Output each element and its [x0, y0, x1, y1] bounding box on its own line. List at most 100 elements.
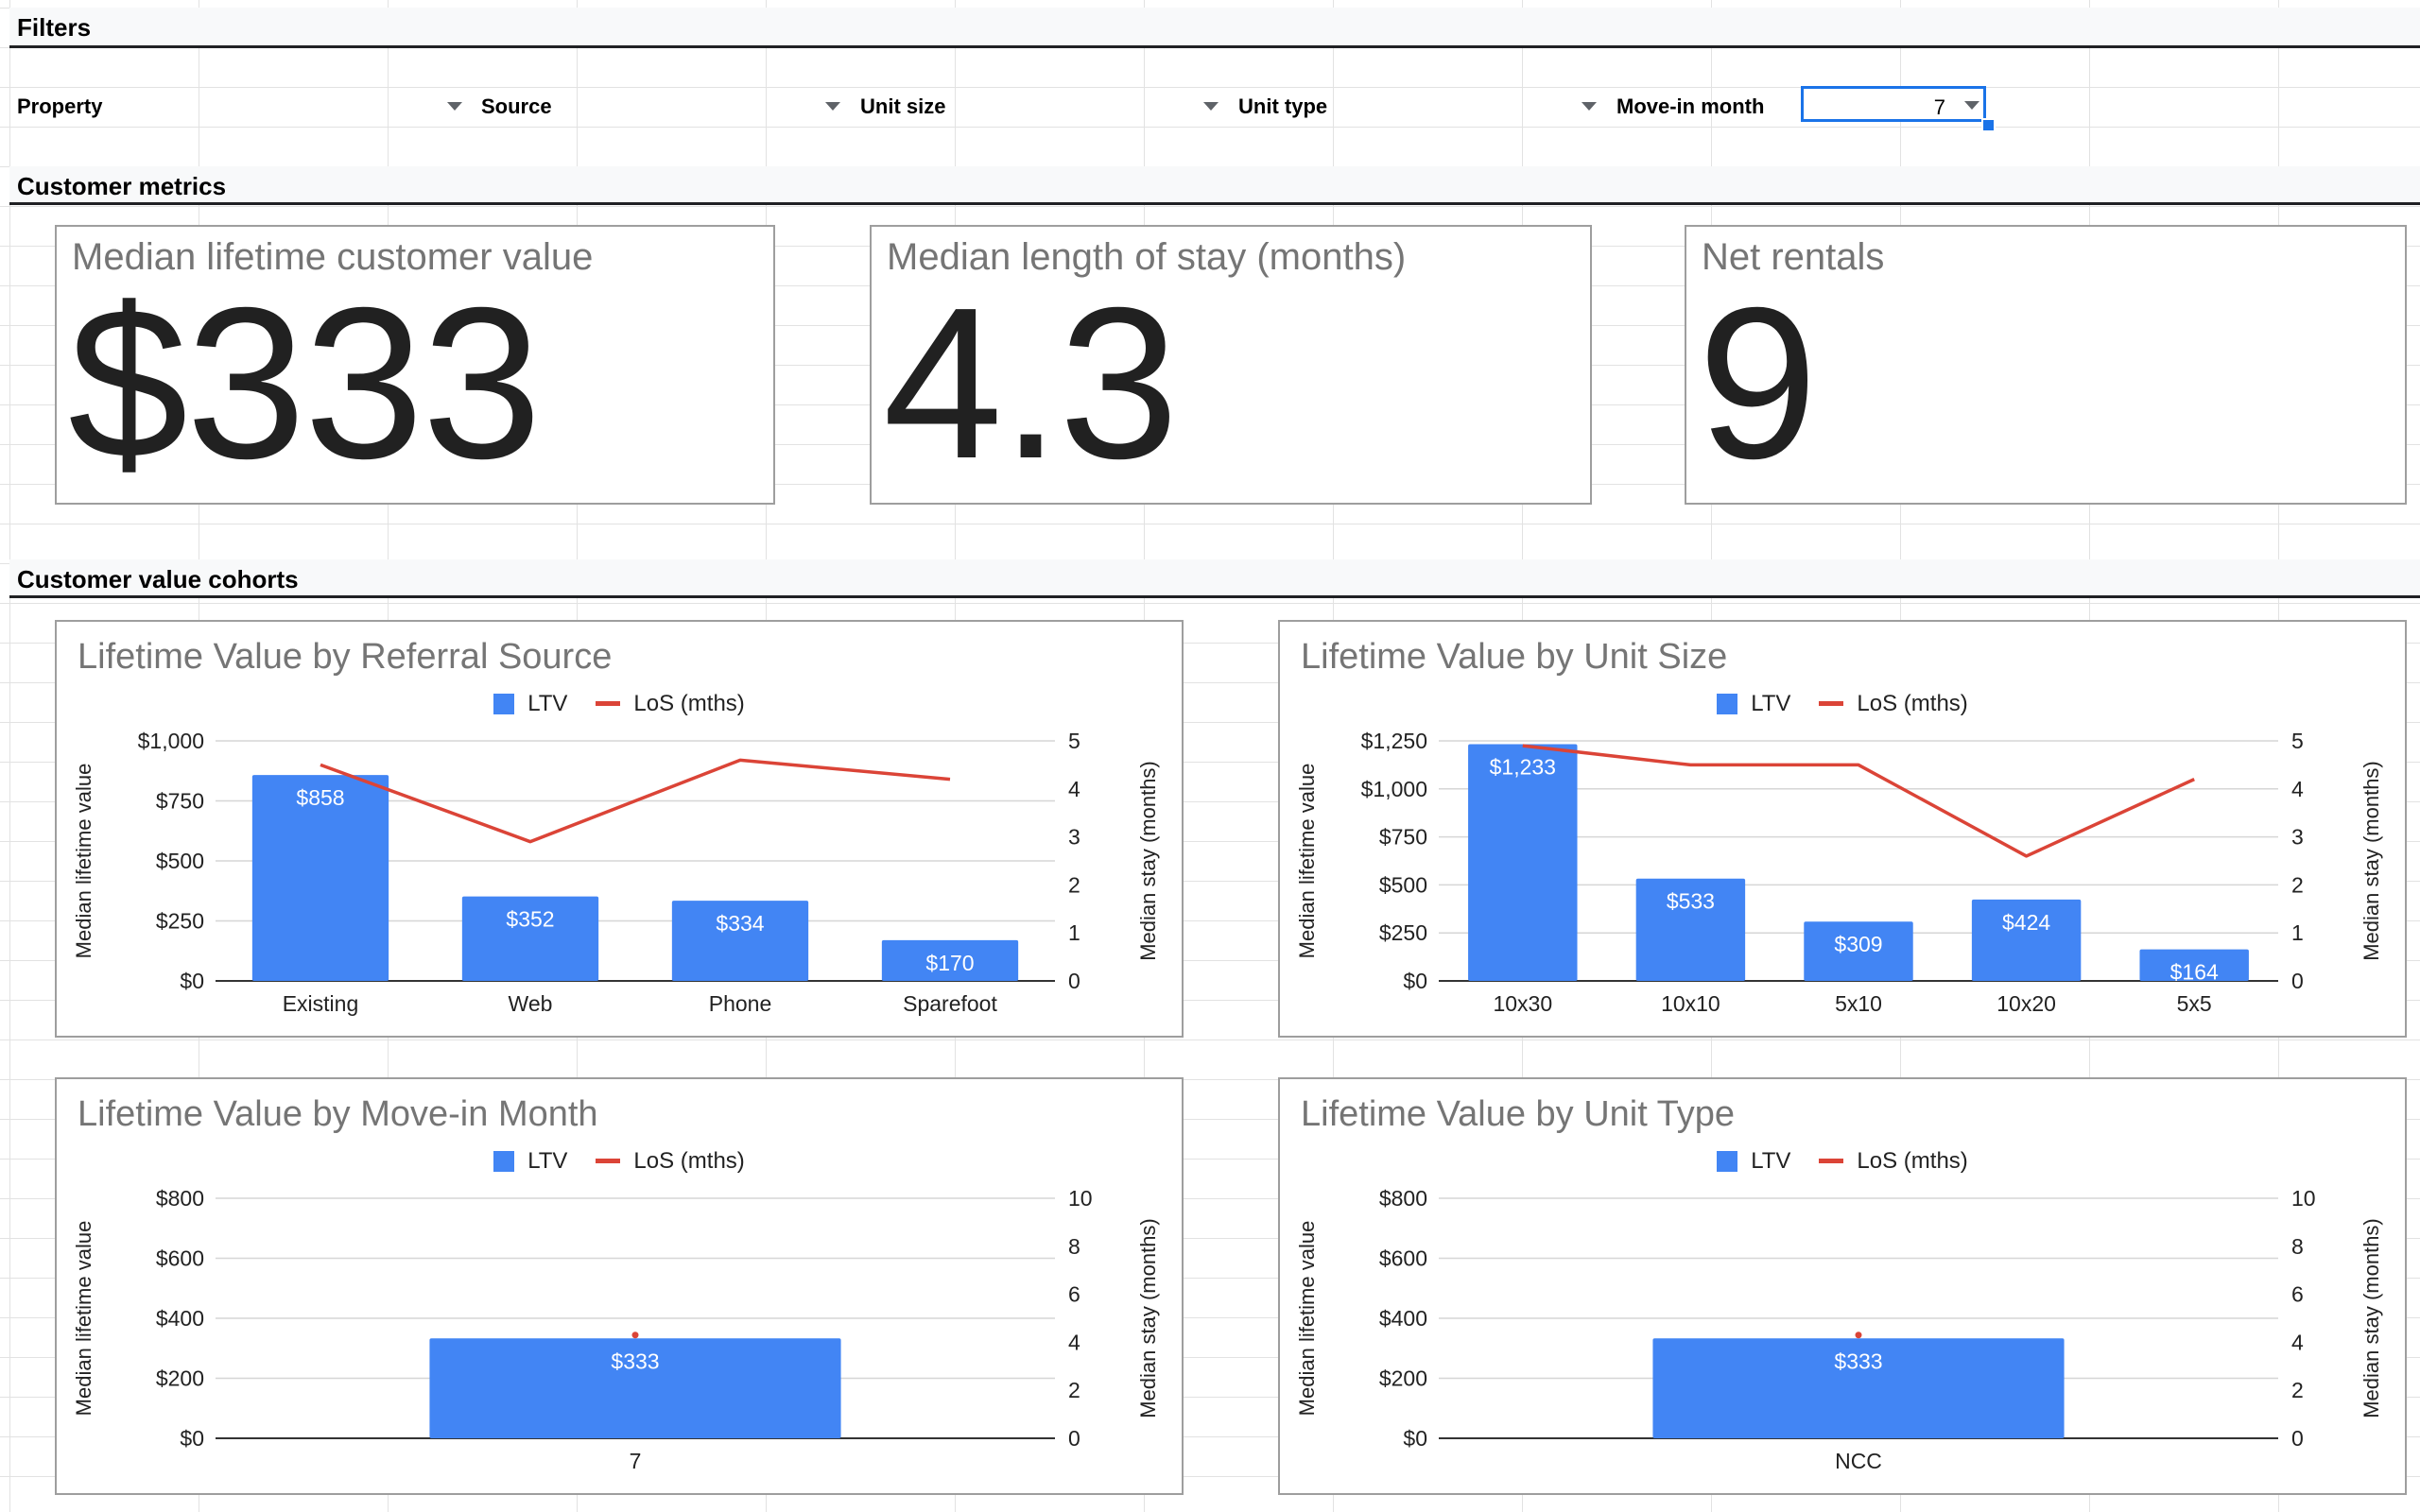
bar-value-label: $164 — [2170, 960, 2219, 985]
bar-value-label: $309 — [1834, 932, 1882, 956]
bar — [2139, 949, 2249, 981]
y-axis-title: Median lifetime value — [72, 764, 95, 959]
y-tick-label: $750 — [1379, 825, 1427, 850]
bar — [429, 1338, 841, 1438]
bar-value-label: $334 — [716, 911, 764, 936]
x-tick-label: 10x20 — [1996, 991, 2056, 1016]
legend-los-swatch-icon — [596, 1159, 621, 1164]
chart-ltv-by-move-in-month[interactable]: Lifetime Value by Move-in Month LTV LoS (… — [55, 1077, 1184, 1495]
legend-ltv-label: LTV — [527, 690, 568, 716]
bar-value-label: $1,233 — [1490, 754, 1556, 779]
chart-ltv-by-referral-source[interactable]: Lifetime Value by Referral Source LTV LoS… — [55, 620, 1184, 1038]
metric-card-ltv: Median lifetime customer value $333 — [55, 225, 775, 505]
y2-axis-title: Median stay (months) — [1136, 761, 1160, 961]
chart-plot: $0 $200 $400 $600 $800 0 2 4 6 8 10 Median lifetime… — [72, 1186, 1160, 1473]
bar-value-label: $424 — [2002, 910, 2050, 935]
chart-ltv-by-unit-type[interactable]: Lifetime Value by Unit Type LTV LoS (mths… — [1278, 1077, 2407, 1495]
legend-los-swatch-icon — [1819, 1159, 1844, 1164]
bar-value-label: $170 — [925, 951, 974, 975]
metrics-header-row — [9, 166, 2420, 205]
legend-ltv-label: LTV — [1751, 690, 1791, 716]
chart-plot: $0 $200 $400 $600 $800 0 2 4 6 8 10 Median lifetime… — [1295, 1186, 2383, 1473]
bar-value-label: $352 — [506, 907, 554, 932]
y2-axis-title: Median stay (months) — [1136, 1218, 1160, 1418]
metric-value: 4.3 — [883, 264, 1179, 504]
legend-los-label: LoS (mths) — [1857, 1147, 1968, 1174]
y2-tick-label: 6 — [2291, 1282, 2304, 1307]
y2-tick-label: 0 — [2291, 1426, 2304, 1451]
metric-card-net-rentals: Net rentals 9 — [1685, 225, 2407, 505]
bar-value-label: $333 — [1834, 1349, 1882, 1373]
y-tick-label: $800 — [156, 1186, 204, 1211]
legend-ltv-swatch-icon — [1717, 1150, 1738, 1172]
y2-tick-label: 1 — [2291, 920, 2304, 945]
filter-property-dropdown-icon[interactable] — [447, 102, 462, 111]
y2-tick-label: 3 — [1068, 825, 1080, 850]
y2-tick-label: 10 — [1068, 1186, 1093, 1211]
y2-tick-label: 0 — [1068, 1426, 1080, 1451]
legend-ltv-swatch-icon — [1717, 693, 1738, 714]
filters-header-row — [9, 8, 2420, 48]
bar-value-label: $533 — [1667, 889, 1715, 914]
y-axis-title: Median lifetime value — [1295, 764, 1319, 959]
chart-legend: LTV LoS (mths) — [57, 1147, 1182, 1175]
y2-tick-label: 8 — [2291, 1234, 2304, 1259]
y-tick-label: $200 — [156, 1366, 204, 1391]
metric-value: $333 — [68, 264, 542, 504]
y-tick-label: $750 — [156, 789, 204, 814]
x-tick-label: Existing — [283, 991, 359, 1016]
y2-tick-label: 2 — [2291, 872, 2304, 897]
filter-unit-type-dropdown-icon[interactable] — [1582, 102, 1597, 111]
filter-source-label: Source — [481, 94, 552, 118]
selection-fill-handle[interactable] — [1981, 118, 1996, 132]
cohorts-header-row — [9, 559, 2420, 598]
y2-tick-label: 4 — [1068, 1330, 1080, 1354]
y-tick-label: $200 — [1379, 1366, 1427, 1391]
chart-legend: LTV LoS (mths) — [1280, 690, 2405, 717]
chart-ltv-by-unit-size[interactable]: Lifetime Value by Unit Size LTV LoS (mths… — [1278, 620, 2407, 1038]
chart-plot: $0 $250 $500 $750 $1,000 $1,250 0 1 2 3 4 5 Median l… — [1295, 729, 2383, 1016]
y2-tick-label: 2 — [1068, 1378, 1080, 1402]
cohorts-section-title: Customer value cohorts — [17, 565, 299, 593]
filter-property-label: Property — [17, 94, 103, 118]
y-tick-label: $500 — [1379, 872, 1427, 897]
y-axis-title: Median lifetime value — [72, 1221, 95, 1417]
move-in-month-select[interactable]: 7 — [1801, 86, 1986, 122]
bar — [1635, 878, 1746, 981]
chart-title: Lifetime Value by Unit Size — [1301, 637, 1728, 677]
filter-unit-size-dropdown-icon[interactable] — [1203, 102, 1219, 111]
move-in-month-dropdown-icon[interactable] — [1964, 101, 1979, 110]
los-point — [631, 1332, 639, 1339]
y2-tick-label: 6 — [1068, 1282, 1080, 1307]
y2-tick-label: 8 — [1068, 1234, 1080, 1259]
filter-move-in-month-label: Move-in month — [1616, 94, 1765, 118]
bar — [671, 901, 809, 981]
y2-tick-label: 4 — [2291, 777, 2304, 801]
legend-los-label: LoS (mths) — [1857, 690, 1968, 716]
y-tick-label: $1,000 — [138, 729, 204, 753]
los-point — [1855, 1332, 1862, 1339]
chart-title: Lifetime Value by Referral Source — [78, 637, 613, 677]
bar-value-label: $858 — [296, 785, 344, 810]
chart-plot: $0 $250 $500 $750 $1,000 0 1 2 3 4 5 Median lifetim… — [72, 729, 1160, 1016]
legend-ltv-swatch-icon — [493, 693, 515, 714]
los-line — [1522, 744, 2195, 858]
bar — [461, 896, 599, 981]
y2-tick-label: 5 — [2291, 729, 2304, 753]
x-tick-label: Web — [509, 991, 553, 1016]
y-tick-label: $0 — [1403, 969, 1427, 993]
x-tick-label: 5x5 — [2177, 991, 2212, 1016]
y2-tick-label: 10 — [2291, 1186, 2316, 1211]
y-tick-label: $0 — [1403, 1426, 1427, 1451]
x-tick-label: 7 — [630, 1449, 642, 1473]
y2-axis-title: Median stay (months) — [2360, 1218, 2383, 1418]
x-tick-label: 10x10 — [1661, 991, 1720, 1016]
filter-source-dropdown-icon[interactable] — [825, 102, 840, 111]
legend-los-label: LoS (mths) — [633, 1147, 745, 1174]
bar — [1652, 1338, 2065, 1438]
y2-tick-label: 0 — [2291, 969, 2304, 993]
bar — [1971, 899, 2082, 981]
legend-los-label: LoS (mths) — [633, 690, 745, 716]
chart-legend: LTV LoS (mths) — [57, 690, 1182, 717]
y2-tick-label: 5 — [1068, 729, 1080, 753]
